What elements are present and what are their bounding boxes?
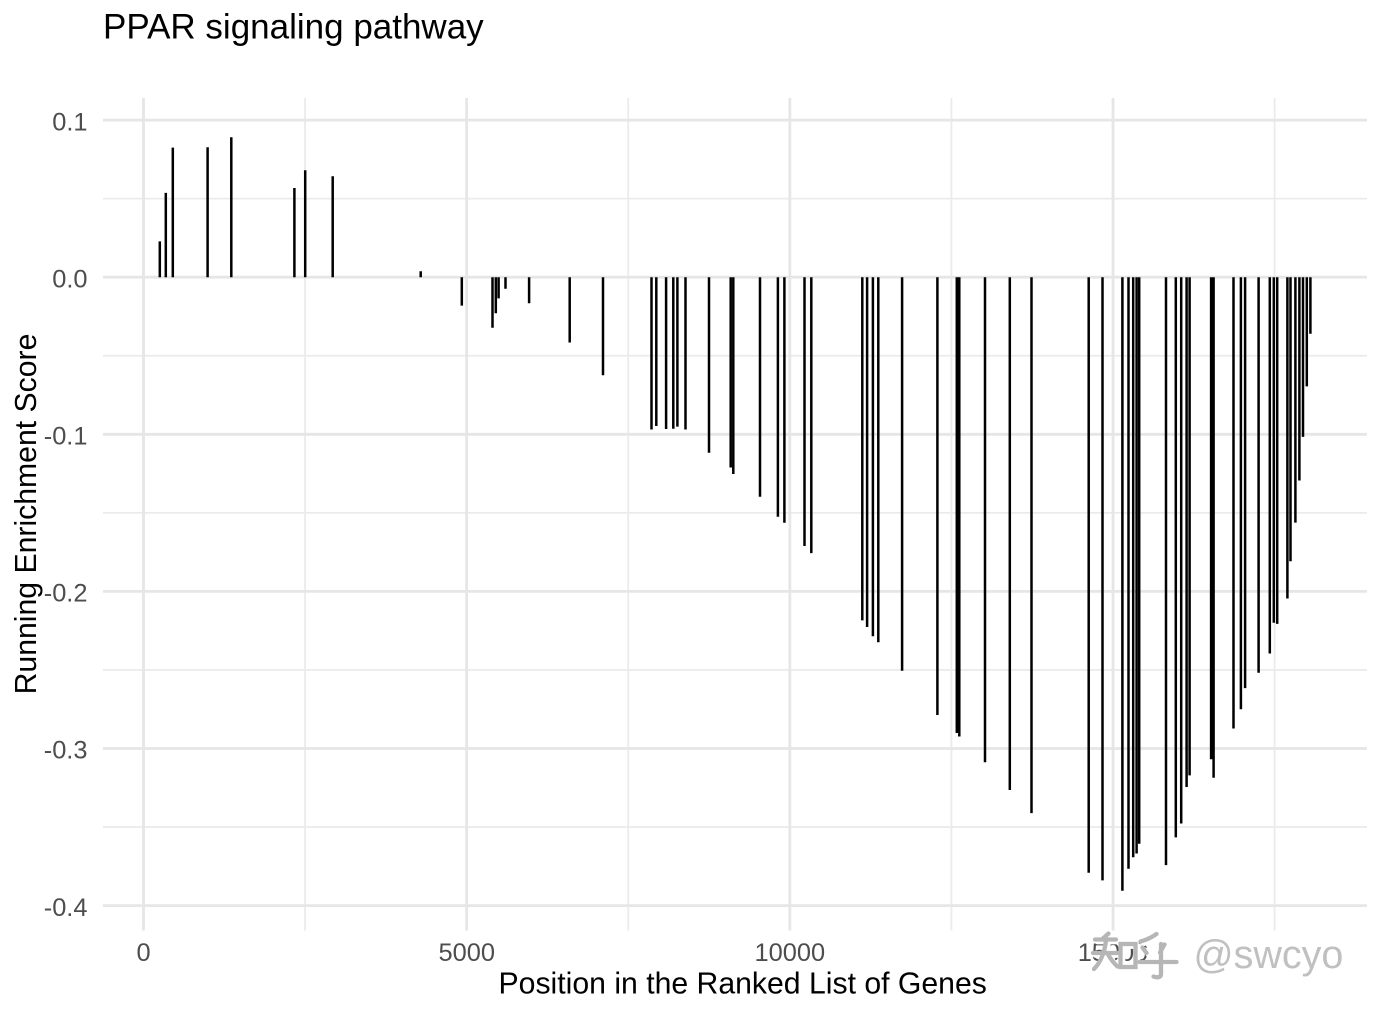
- svg-text:Running Enrichment Score: Running Enrichment Score: [10, 334, 43, 695]
- svg-text:@swcyo: @swcyo: [1196, 935, 1346, 979]
- svg-text:Position in the Ranked List of: Position in the Ranked List of Genes: [499, 968, 987, 1001]
- svg-text:-0.3: -0.3: [44, 737, 88, 765]
- svg-text:5000: 5000: [438, 939, 494, 967]
- svg-text:@swcyo: @swcyo: [1194, 933, 1344, 977]
- svg-text:-0.2: -0.2: [44, 580, 88, 608]
- svg-text:-0.1: -0.1: [44, 423, 88, 451]
- svg-text:10000: 10000: [754, 939, 825, 967]
- svg-text:PPAR signaling pathway: PPAR signaling pathway: [103, 7, 484, 46]
- svg-text:0.0: 0.0: [52, 265, 87, 293]
- svg-text:-0.4: -0.4: [44, 894, 88, 922]
- svg-text:0.1: 0.1: [52, 108, 87, 136]
- svg-text:0: 0: [136, 939, 150, 967]
